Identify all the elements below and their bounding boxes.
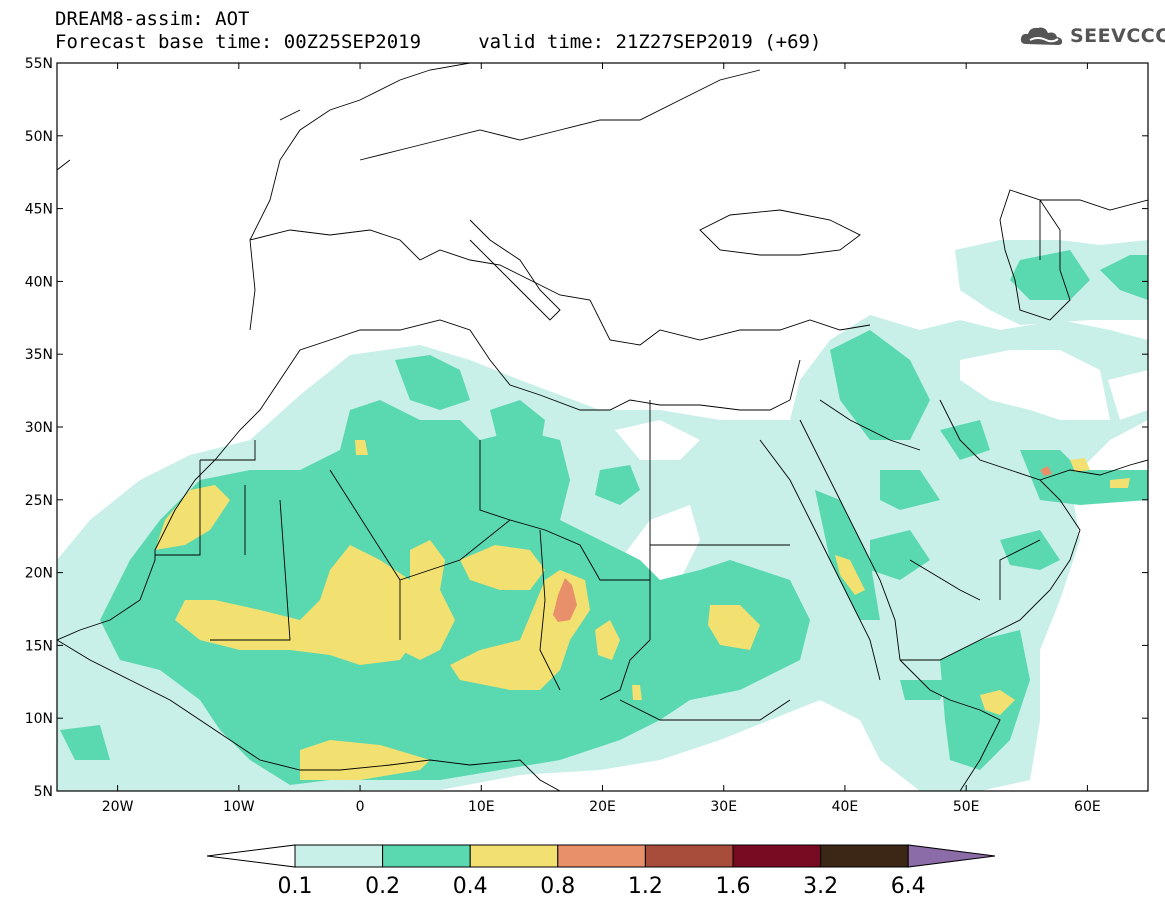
lat-tick-label: 5N xyxy=(34,784,53,800)
lat-tick-label: 45N xyxy=(25,202,53,218)
lon-tick-label: 20E xyxy=(589,799,616,815)
lat-tick-label: 25N xyxy=(25,493,53,509)
lat-tick-label: 10N xyxy=(25,711,53,727)
lon-tick-label: 20W xyxy=(102,799,134,815)
lon-tick-label: 60E xyxy=(1074,799,1101,815)
lon-tick-label: 0 xyxy=(356,799,365,815)
colorbar-label: 0.2 xyxy=(365,874,400,899)
aot-contours xyxy=(57,240,1148,791)
seevccc-logo: SEEVCCC xyxy=(1018,24,1165,48)
colorbar-swatch xyxy=(294,844,384,868)
logo-text: SEEVCCC xyxy=(1070,25,1165,47)
coastlines-borders xyxy=(57,63,1148,791)
longitude-axis: 20W 10W 0 10E 20E 30E 40E 50E 60E xyxy=(102,799,1101,815)
lon-tick-label: 30E xyxy=(710,799,737,815)
lat-tick-label: 50N xyxy=(25,129,53,145)
map-frame xyxy=(56,62,1149,792)
lon-tick-label: 10E xyxy=(468,799,495,815)
colorbar-label: 0.8 xyxy=(540,874,575,899)
colorbar-label: 0.4 xyxy=(453,874,488,899)
forecast-time-subtitle: Forecast base time: 00Z25SEP2019 valid t… xyxy=(55,31,822,53)
colorbar-swatch xyxy=(557,844,646,868)
colorbar-label: 1.2 xyxy=(628,874,663,899)
colorbar-label: 6.4 xyxy=(891,874,926,899)
colorbar: 0.1 0.2 0.4 0.8 1.2 1.6 3.2 6.4 xyxy=(206,844,996,899)
lon-tick-label: 50E xyxy=(953,799,980,815)
lat-tick-label: 40N xyxy=(25,274,53,290)
lat-tick-label: 55N xyxy=(25,56,53,72)
colorbar-label: 3.2 xyxy=(803,874,838,899)
colorbar-swatch xyxy=(469,844,559,868)
lat-tick-label: 35N xyxy=(25,347,53,363)
lon-tick-label: 40E xyxy=(832,799,859,815)
latitude-axis: 5N 10N 15N 20N 25N 30N 35N 40N 45N 50N 55N xyxy=(25,56,53,800)
colorbar-under-triangle xyxy=(206,844,296,868)
colorbar-swatch xyxy=(820,844,909,868)
lon-tick-label: 10W xyxy=(223,799,255,815)
colorbar-swatch xyxy=(644,844,734,868)
colorbar-swatch xyxy=(382,844,471,868)
lat-tick-label: 15N xyxy=(25,638,53,654)
colorbar-label: 0.1 xyxy=(278,874,313,899)
aot-level-0.8 xyxy=(553,466,1052,622)
colorbar-over-triangle xyxy=(907,844,996,868)
cloud-icon xyxy=(1020,27,1063,45)
map-title: DREAM8-assim: AOT xyxy=(55,8,250,30)
lat-tick-label: 30N xyxy=(25,420,53,436)
ticks xyxy=(57,62,1148,792)
colorbar-swatch xyxy=(732,844,822,868)
lat-tick-label: 20N xyxy=(25,566,53,582)
colorbar-label: 1.6 xyxy=(716,874,751,899)
